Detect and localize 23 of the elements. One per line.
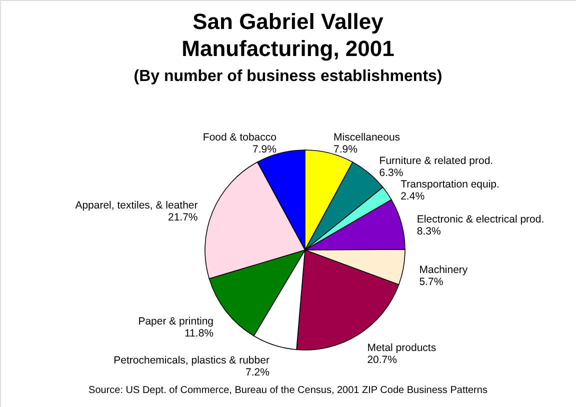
data-label: 8.3%	[416, 226, 441, 238]
data-label: 21.7%	[168, 212, 198, 224]
slice-label: Paper & printing	[138, 315, 214, 328]
data-label: 2.4%	[400, 190, 425, 202]
data-label: 7.9%	[252, 144, 276, 156]
slice-label: Petrochemicals, plastics & rubber	[114, 354, 270, 366]
slice-label: Metal products	[367, 342, 436, 354]
slice-label: Electronic & electrical prod.	[416, 214, 544, 226]
data-label: 5.7%	[419, 276, 444, 288]
slice-label: Machinery	[419, 264, 468, 276]
data-label: 7.2%	[246, 366, 270, 378]
slice-label: Miscellaneous	[334, 132, 400, 144]
data-label: 6.3%	[379, 166, 404, 179]
source-note: Source: US Dept. of Commerce, Bureau of the Census, 2001 ZIP Code Business Patterns	[88, 385, 488, 396]
data-label: 11.8%	[184, 327, 214, 340]
slice-label: Transportation equip.	[400, 178, 500, 190]
data-label: 7.9%	[334, 144, 358, 156]
slice-label: Food & tobacco	[202, 132, 277, 144]
data-label: 20.7%	[367, 354, 397, 366]
slice-label: Apparel, textiles, & leather	[75, 200, 198, 212]
slice-label: Furniture & related prod.	[379, 154, 494, 167]
chart-subtitle: (By number of business establishments)	[134, 68, 442, 85]
chart-title: San Gabriel Valley Manufacturing, 2001	[182, 9, 394, 61]
